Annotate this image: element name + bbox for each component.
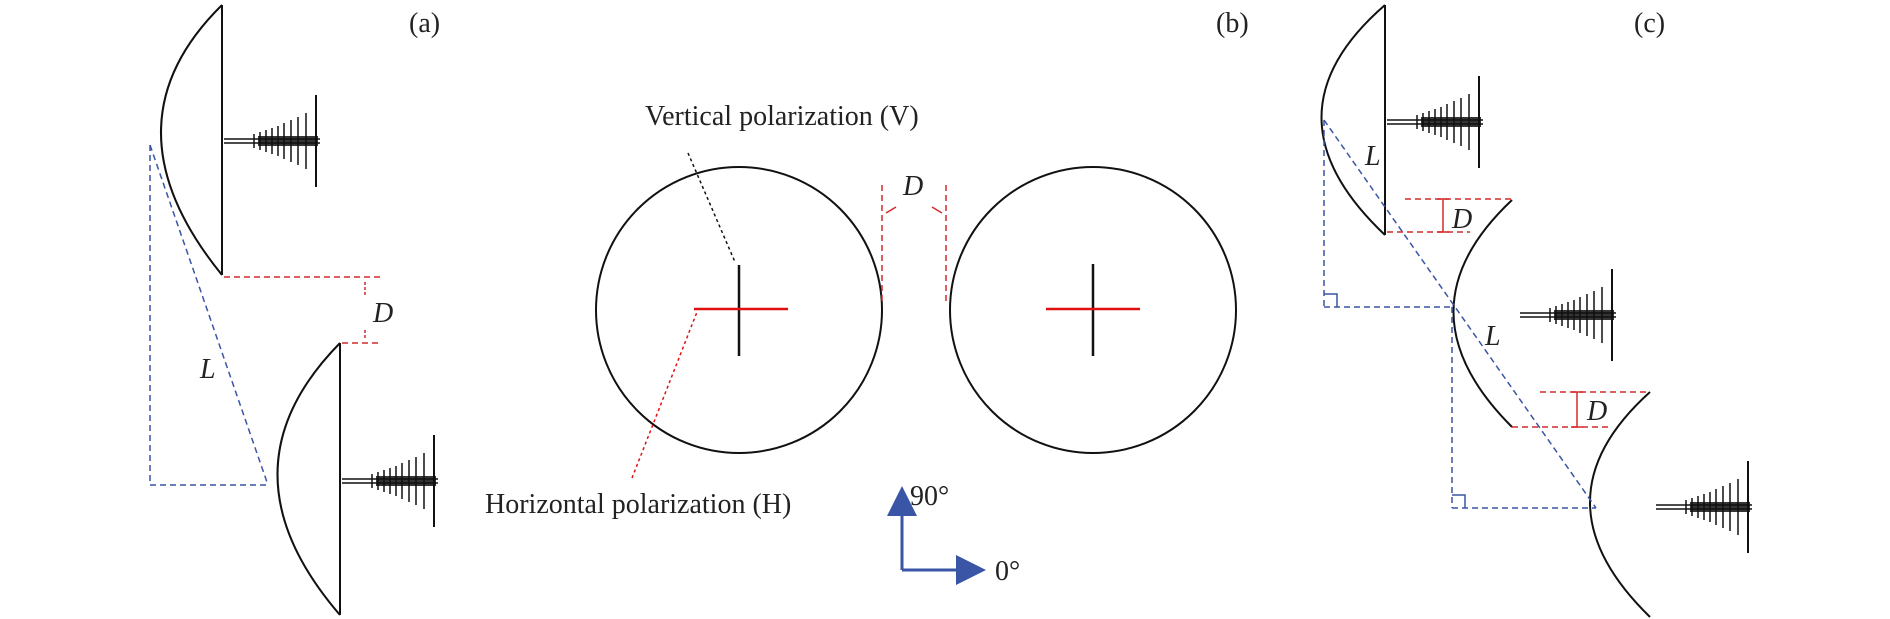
reflector-top xyxy=(1320,4,1386,236)
panel-c: (c) L L xyxy=(1320,4,1753,618)
feed-antenna-icon xyxy=(1655,460,1753,554)
panel-c-label: (c) xyxy=(1634,8,1665,39)
dimension-d-bottom xyxy=(1512,391,1650,428)
dimension-l xyxy=(1323,119,1597,509)
reflector-aperture-right xyxy=(949,166,1237,454)
feed-antenna-icon xyxy=(341,434,439,528)
axis-90-label: 90° xyxy=(910,481,949,512)
dimension-d-top xyxy=(1387,198,1512,233)
dimension-l xyxy=(149,144,269,486)
dimension-d-label-top: D xyxy=(1451,204,1472,235)
feed-antenna-icon xyxy=(1386,75,1484,169)
reflector-bottom xyxy=(1589,391,1651,618)
vertical-pointer xyxy=(687,152,736,263)
reflector-top xyxy=(160,4,223,276)
panel-b-label: (b) xyxy=(1216,8,1249,39)
horizontal-polarization-label: Horizontal polarization (H) xyxy=(485,489,791,520)
panel-b: (b) Vertical polarization (V) Horizontal… xyxy=(485,8,1249,587)
dimension-l-label: L xyxy=(199,354,216,385)
dimension-l-label-middle: L xyxy=(1484,321,1501,352)
polarization-axes xyxy=(887,486,986,585)
feed-antenna-icon xyxy=(1519,268,1617,362)
dimension-l-label-top: L xyxy=(1364,141,1381,172)
dimension-d-label-bottom: D xyxy=(1586,396,1607,427)
dimension-d-label: D xyxy=(902,171,923,202)
vertical-polarization-label: Vertical polarization (V) xyxy=(645,101,919,132)
crosshair-left xyxy=(694,265,788,356)
feed-antenna-icon xyxy=(223,94,321,188)
panel-a-label: (a) xyxy=(409,8,440,39)
horizontal-pointer xyxy=(631,311,698,479)
reflector-aperture-left xyxy=(595,166,883,454)
reflector-middle xyxy=(1452,199,1513,428)
panel-a: (a) D L xyxy=(149,4,440,616)
dimension-d xyxy=(881,185,947,305)
crosshair-right xyxy=(1046,264,1140,356)
reflector-bottom xyxy=(276,342,341,616)
dimension-d-label: D xyxy=(372,298,393,329)
dimension-d xyxy=(224,276,382,344)
axis-0-label: 0° xyxy=(995,556,1020,587)
